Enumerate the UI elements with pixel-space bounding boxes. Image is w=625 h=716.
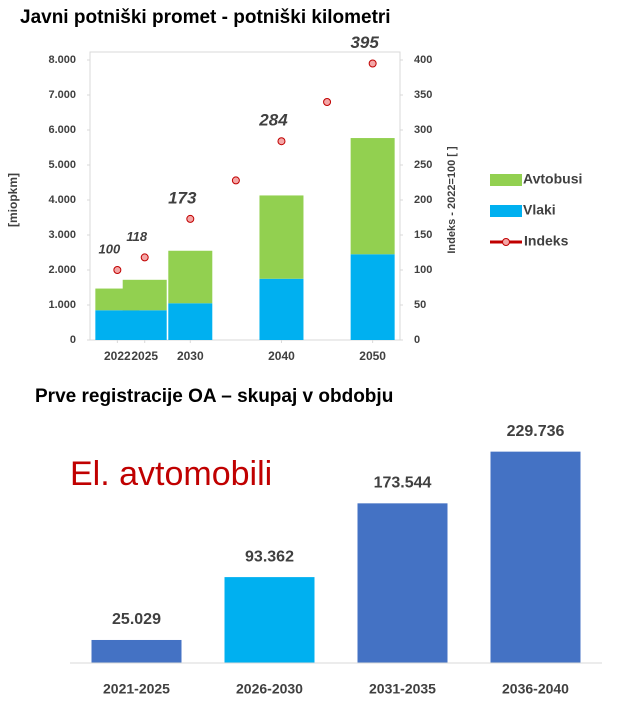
y2-tick-label: 250 [414,159,432,171]
bar-segment [350,254,395,340]
legend-label: Indeks [524,233,569,249]
y-tick-label: 6.000 [48,124,76,136]
bar-segment [168,303,213,340]
x-tick-label: 2021-2025 [103,681,170,697]
y2-tick-label: 400 [414,54,432,66]
legend-swatch [502,238,510,246]
legend-swatch [490,174,522,186]
line-marker [231,176,240,185]
line-marker [113,266,122,274]
data-label: 25.029 [112,611,161,628]
y2-axis-label: Indeks - 2022=100 [ ] [446,146,458,254]
line-marker [277,137,286,146]
data-label: 284 [258,111,288,130]
bar [357,503,448,663]
x-tick-label: 2026-2030 [236,681,303,697]
bar-segment [350,138,395,255]
legend-label: Vlaki [523,202,556,218]
line-marker [140,253,149,262]
bar-segment [122,310,167,340]
y2-tick-label: 200 [414,194,432,206]
line-marker [368,59,377,68]
bar [224,577,315,663]
data-label: 93.362 [245,548,294,565]
data-label: 173.544 [374,475,432,492]
line-marker [186,214,195,223]
data-label: 173 [168,188,197,207]
data-label: 395 [350,33,379,52]
data-label: 100 [99,241,121,256]
bar-segment [259,195,304,279]
bar [490,451,581,663]
y-axis-label: [miopkm] [6,173,20,227]
y-tick-label: 8.000 [48,54,76,66]
legend-swatch [490,205,522,217]
y2-tick-label: 300 [414,124,432,136]
bar-segment [259,278,304,340]
x-tick-label: 2050 [359,349,386,363]
y-tick-label: 0 [70,334,76,346]
plot-border [89,51,401,341]
y-tick-label: 4.000 [48,194,76,206]
x-tick-label: 2022 [104,349,131,363]
x-tick-label: 2030 [177,349,204,363]
x-tick-label: 2031-2035 [369,681,436,697]
annotation: El. avtomobili [70,455,272,493]
y2-tick-label: 350 [414,89,432,101]
y-tick-label: 3.000 [48,229,76,241]
x-tick-label: 2036-2040 [502,681,569,697]
chart-title: Javni potniški promet - potniški kilomet… [20,7,391,28]
chart-title: Prve registracije OA – skupaj v obdobju [35,386,393,407]
y-tick-label: 2.000 [48,264,76,276]
y2-tick-label: 50 [414,299,426,311]
bar-segment [168,250,213,304]
y2-tick-label: 100 [414,264,432,276]
line-marker [323,98,332,106]
y-tick-label: 7.000 [48,89,76,101]
y-tick-label: 5.000 [48,159,76,171]
x-tick-label: 2040 [268,349,295,363]
bar [91,639,182,663]
data-label: 229.736 [507,423,565,440]
y2-tick-label: 0 [414,334,420,346]
y2-tick-label: 150 [414,229,432,241]
data-label: 118 [126,229,147,244]
legend-label: Avtobusi [523,171,582,187]
x-tick-label: 2025 [131,349,158,363]
bar-segment [122,279,167,311]
y-tick-label: 1.000 [48,299,76,311]
